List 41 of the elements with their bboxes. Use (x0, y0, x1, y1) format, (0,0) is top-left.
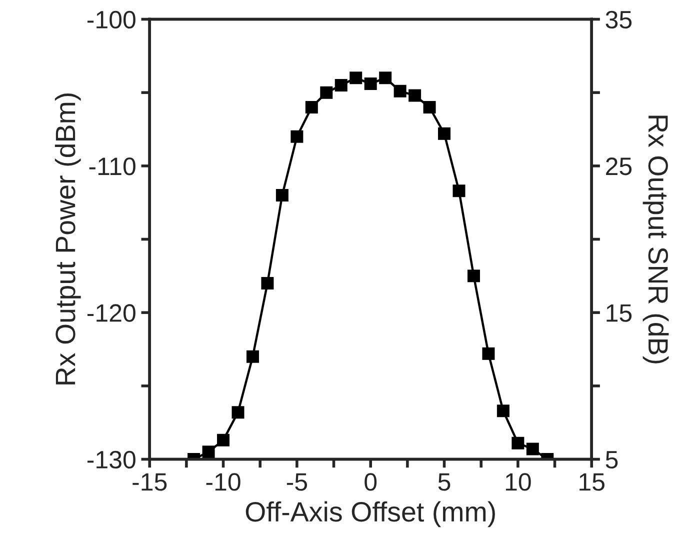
x-axis-title: Off-Axis Offset (mm) (246, 501, 495, 528)
point (261, 277, 274, 290)
x-tick-label: 15 (580, 473, 604, 491)
point (423, 101, 436, 114)
y2-axis-title: Rx Output SNR (dB) (642, 116, 669, 364)
x-tick-label: 10 (506, 473, 531, 491)
x-tick-label: 0 (364, 473, 377, 491)
x-tick-label: -10 (206, 473, 240, 491)
point (232, 406, 244, 419)
point (379, 72, 392, 84)
point (246, 350, 259, 363)
y-tick-label: -110 (89, 158, 136, 176)
point (276, 189, 288, 202)
y2-tick-label: 15 (606, 304, 632, 322)
point (467, 270, 480, 282)
point (334, 79, 348, 92)
point (202, 446, 215, 458)
point (482, 347, 495, 360)
y-tick-label: -130 (87, 450, 136, 469)
point (408, 89, 422, 102)
point (320, 86, 333, 99)
x-tick-label: 5 (438, 473, 450, 491)
point (364, 78, 377, 90)
point (438, 127, 451, 140)
x-tick-label: -15 (132, 473, 167, 491)
y2-tick-label: 25 (606, 158, 632, 176)
y-tick-label: -120 (87, 304, 136, 322)
point (452, 184, 466, 198)
y-tick-label: -100 (87, 10, 136, 29)
point (512, 436, 524, 450)
x-tick-label: -5 (286, 473, 307, 491)
y-axis-title: Rx Output Power (dBm) (54, 94, 81, 384)
point (394, 84, 406, 98)
point (305, 101, 318, 114)
y2-tick-label: 35 (606, 10, 632, 29)
point (290, 130, 304, 143)
point (526, 442, 539, 456)
y2-tick-label: 5 (606, 451, 618, 469)
point (496, 404, 510, 418)
point (217, 434, 230, 446)
point (350, 72, 362, 84)
